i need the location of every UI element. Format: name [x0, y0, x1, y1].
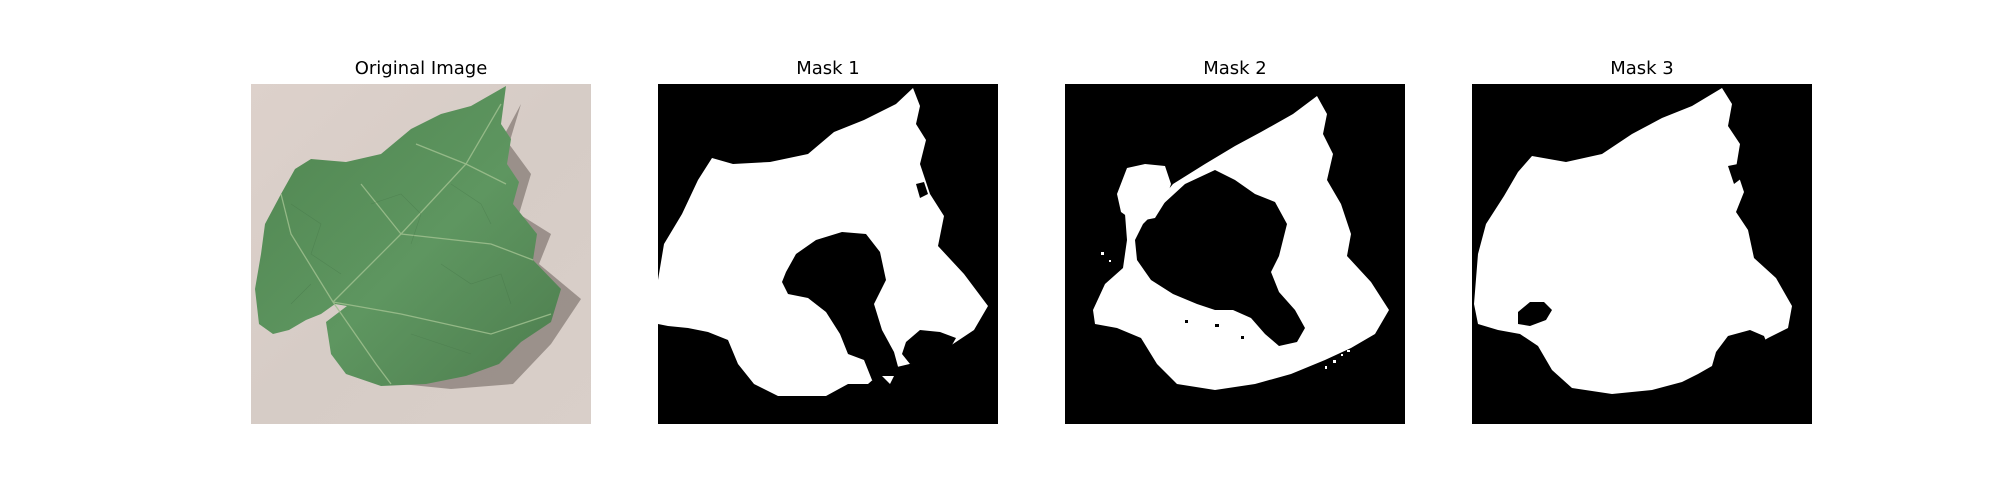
- panel-original-image: Original Image: [251, 0, 591, 500]
- mask-hole: [1728, 164, 1742, 184]
- mask-speckles: [1101, 184, 1350, 369]
- mask-fragment: [882, 376, 894, 384]
- mask-fragment: [1117, 164, 1171, 222]
- mask-hole: [902, 330, 956, 364]
- mask-foreground: [1474, 88, 1792, 394]
- panel-title: Mask 1: [796, 58, 860, 79]
- panel-mask-2: Mask 2: [1065, 0, 1405, 500]
- mask-2: [1065, 84, 1405, 424]
- panel-mask-3: Mask 3: [1472, 0, 1812, 500]
- mask-hole: [782, 232, 900, 384]
- mask-hole: [1135, 170, 1305, 346]
- mask-2-image: [1065, 84, 1405, 424]
- panel-title: Mask 3: [1610, 58, 1674, 79]
- original-leaf-image: [251, 84, 591, 424]
- panel-title: Original Image: [354, 58, 488, 79]
- mask-1: [658, 84, 998, 424]
- leaf-photo: [251, 84, 591, 424]
- mask-1-image: [658, 84, 998, 424]
- mask-hole: [1712, 330, 1768, 368]
- mask-3-image: [1472, 84, 1812, 424]
- mask-speckle-holes: [1185, 320, 1244, 339]
- leaf-texture: [290, 183, 512, 355]
- panel-title: Mask 2: [1203, 58, 1267, 79]
- mask-3: [1472, 84, 1812, 424]
- mask-hole: [1518, 302, 1552, 326]
- leaf: [255, 86, 561, 386]
- panel-mask-1: Mask 1: [658, 0, 998, 500]
- leaf-veins: [280, 103, 552, 385]
- mask-hole: [916, 182, 928, 198]
